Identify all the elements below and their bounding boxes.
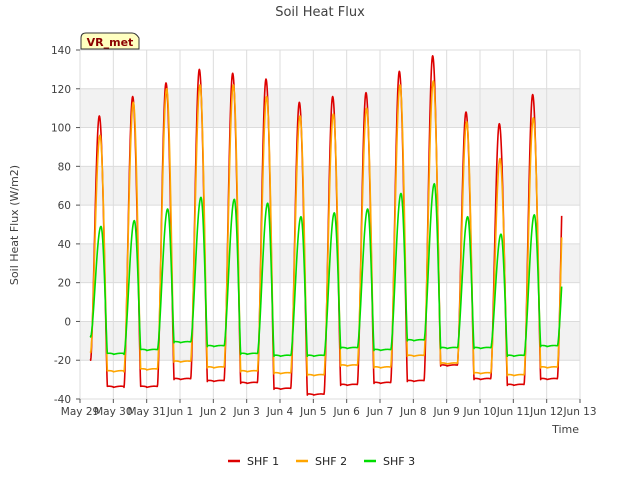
x-tick-label: Jun 5 bbox=[299, 406, 326, 418]
x-tick-label: May 31 bbox=[127, 406, 165, 418]
legend: SHF 1 SHF 2 SHF 3 bbox=[228, 455, 415, 468]
x-tick-label: Jun 10 bbox=[462, 406, 496, 418]
x-tick-label: May 30 bbox=[94, 406, 132, 418]
grid-band bbox=[80, 88, 580, 128]
x-tick-label: Jun 2 bbox=[199, 406, 226, 418]
legend-label: SHF 1 bbox=[247, 455, 279, 468]
y-axis-label: Soil Heat Flux (W/m2) bbox=[8, 165, 21, 285]
x-tick-label: Jun 13 bbox=[562, 406, 596, 418]
station-badge: VR_met bbox=[80, 32, 140, 50]
x-tick-label: Jun 3 bbox=[232, 406, 259, 418]
x-tick-label: Jun 6 bbox=[332, 406, 360, 418]
x-axis-label: Time bbox=[551, 423, 579, 436]
series-line-shf-3 bbox=[89, 182, 563, 358]
y-tick-label: 20 bbox=[58, 278, 71, 290]
y-tick-label: 0 bbox=[64, 316, 71, 328]
y-tick-label: 40 bbox=[58, 239, 71, 251]
x-tick-label: Jun 8 bbox=[399, 406, 426, 418]
plot-background bbox=[80, 50, 580, 399]
y-tick-label: 140 bbox=[51, 45, 71, 57]
y-axis-ticks: -40 -20 0 20 40 60 80 100 120 140 bbox=[51, 45, 80, 406]
x-tick-label: Jun 7 bbox=[366, 406, 393, 418]
x-tick-label: Jun 9 bbox=[432, 406, 459, 418]
y-tick-label: 80 bbox=[58, 161, 71, 173]
grid-band bbox=[80, 321, 580, 361]
series-layer bbox=[89, 55, 563, 396]
legend-label: SHF 2 bbox=[315, 455, 347, 468]
x-tick-label: Jun 11 bbox=[496, 406, 530, 418]
y-tick-label: -40 bbox=[54, 394, 71, 406]
x-tick-label: Jun 12 bbox=[529, 406, 563, 418]
legend-label: SHF 3 bbox=[383, 455, 415, 468]
station-badge-label: VR_met bbox=[87, 36, 134, 49]
x-tick-label: May 29 bbox=[61, 406, 99, 418]
y-tick-label: -20 bbox=[54, 355, 71, 367]
x-tick-label: Jun 4 bbox=[266, 406, 294, 418]
y-tick-label: 100 bbox=[51, 123, 71, 135]
badge-box bbox=[80, 32, 140, 50]
y-tick-label: 120 bbox=[51, 84, 71, 96]
y-tick-label: 60 bbox=[58, 200, 71, 212]
x-tick-label: Jun 1 bbox=[166, 406, 193, 418]
chart-title: Soil Heat Flux bbox=[275, 5, 365, 20]
